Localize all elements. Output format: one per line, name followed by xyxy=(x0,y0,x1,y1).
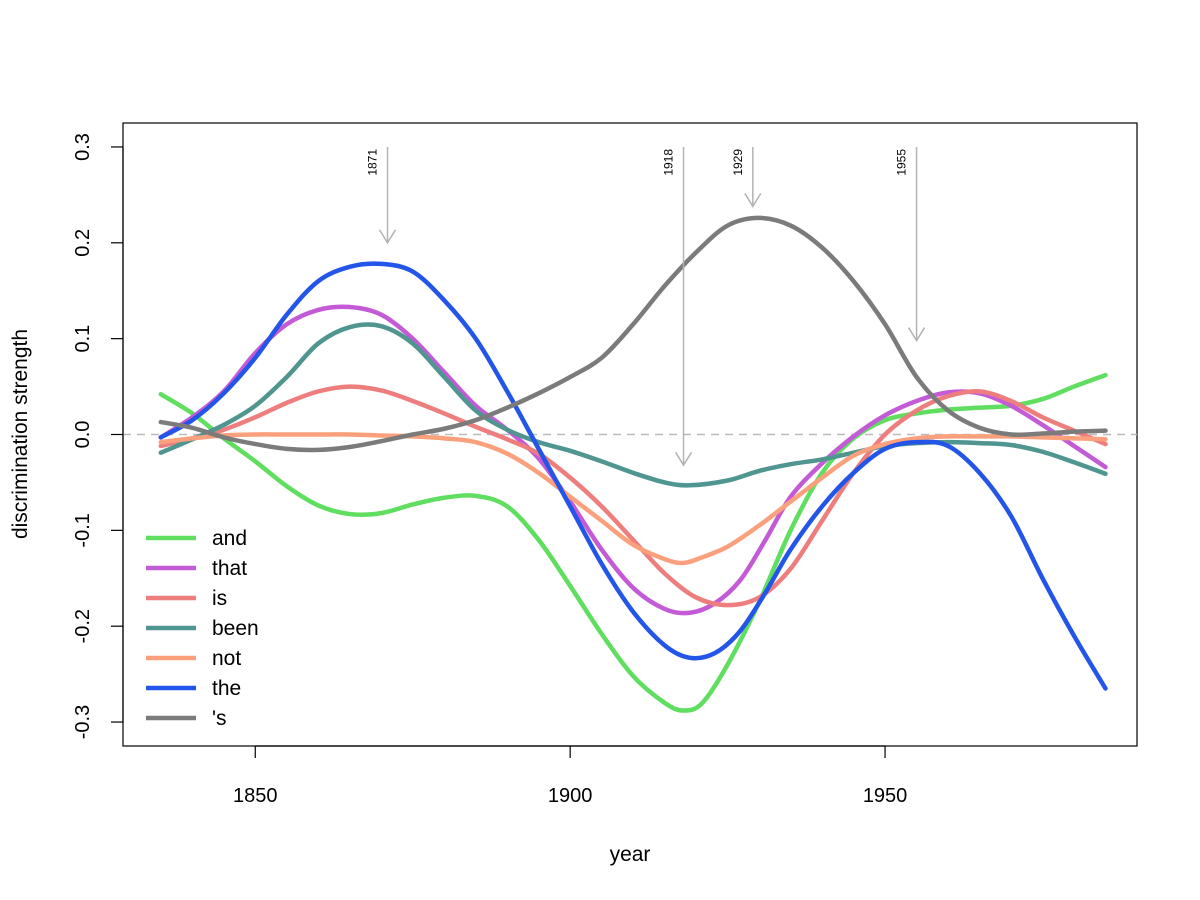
y-tick-label: -0.3 xyxy=(72,705,94,739)
event-arrow-head xyxy=(907,327,926,343)
legend-label: not xyxy=(212,647,241,670)
y-tick-label: 0.1 xyxy=(72,325,94,353)
x-tick-label: 1850 xyxy=(233,785,278,807)
y-axis: -0.3 -0.2 -0.1 0.0 0.1 0.2 0.3 xyxy=(72,133,124,739)
y-tick-label: 0.0 xyxy=(72,421,94,449)
legend-entry-2: is xyxy=(146,587,227,610)
legend-label: and xyxy=(212,527,247,550)
series-line-3 xyxy=(158,322,1108,488)
series-line-1 xyxy=(158,304,1108,616)
event-markers: 1871 1918 1929 1955 xyxy=(366,146,926,467)
event-marker-1871: 1871 xyxy=(366,146,397,245)
x-tick-label: 1950 xyxy=(863,785,908,807)
event-label: 1871 xyxy=(366,149,380,176)
legend-entry-3: been xyxy=(146,617,259,640)
legend-entry-5: the xyxy=(146,677,241,700)
legend-entry-6: 's xyxy=(146,707,227,730)
legend-label: 's xyxy=(212,707,227,730)
legend: and that is been not the 's xyxy=(146,527,259,730)
series-line-0 xyxy=(158,372,1108,713)
legend-label: the xyxy=(212,677,241,700)
event-arrow-head xyxy=(744,192,762,208)
y-axis-label: discrimination strength xyxy=(9,329,32,539)
legend-entry-1: that xyxy=(146,557,247,580)
y-tick-label: -0.2 xyxy=(72,609,94,643)
event-arrow-head xyxy=(378,229,397,245)
series-line-5 xyxy=(158,261,1108,691)
event-marker-1929: 1929 xyxy=(731,146,762,208)
x-tick-label: 1900 xyxy=(548,785,593,807)
event-marker-1955: 1955 xyxy=(895,146,926,343)
legend-label: is xyxy=(212,587,227,610)
event-label: 1955 xyxy=(895,149,909,176)
y-tick-label: 0.2 xyxy=(72,229,94,257)
series-line-2 xyxy=(158,384,1108,608)
event-marker-1918: 1918 xyxy=(662,146,693,467)
series-line-6 xyxy=(158,215,1108,453)
x-axis-label: year xyxy=(610,843,651,866)
x-axis: 1850 1900 1950 xyxy=(233,745,908,807)
y-tick-label: 0.3 xyxy=(72,133,94,161)
event-label: 1929 xyxy=(731,149,745,176)
series-line-4 xyxy=(158,432,1108,566)
legend-entry-0: and xyxy=(146,527,247,550)
y-tick-label: -0.1 xyxy=(72,513,94,547)
event-arrow-head xyxy=(674,451,693,467)
legend-label: that xyxy=(212,557,247,580)
series-lines xyxy=(158,215,1108,713)
event-label: 1918 xyxy=(662,149,676,176)
legend-entry-4: not xyxy=(146,647,241,670)
legend-label: been xyxy=(212,617,259,640)
